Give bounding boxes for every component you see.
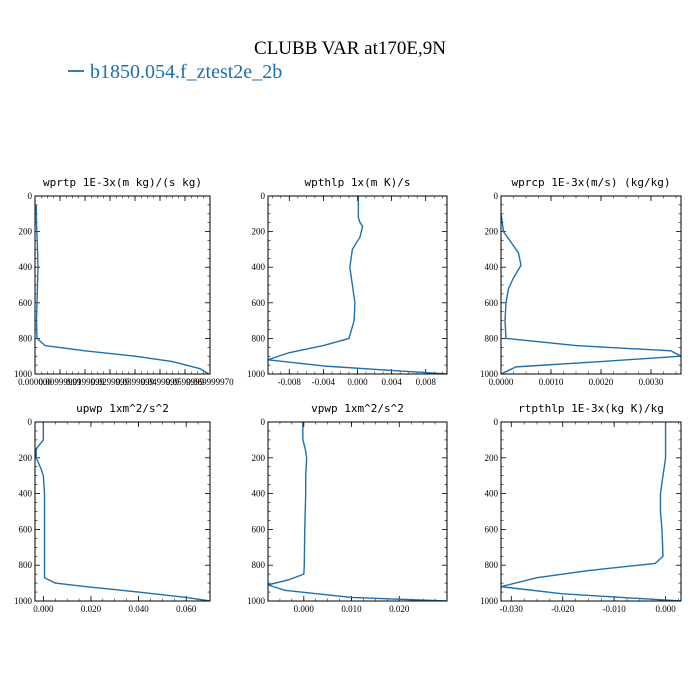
panel-frame (500, 421, 682, 602)
x-tick-label: 0.00999999 (39, 377, 82, 387)
x-tick-label: 0.000000 (18, 377, 52, 387)
series-line-1 (268, 196, 447, 374)
y-tick-label: 1000 (247, 596, 266, 606)
x-tick-label: 0.008 (416, 377, 437, 387)
x-tick-label: 0.020 (81, 604, 102, 614)
y-tick-label: 800 (19, 560, 33, 570)
y-tick-label: 600 (19, 524, 33, 534)
y-tick-label: 400 (19, 489, 33, 499)
panel-title: rtpthlp 1E-3x(kg K)/kg (518, 402, 664, 415)
x-tick-label: 0.0399999 (116, 377, 155, 387)
x-tick-label: 0.010 (341, 604, 362, 614)
y-tick-label: 1000 (480, 369, 499, 379)
series-line-1 (268, 422, 447, 601)
panel-frame (267, 421, 448, 602)
y-tick-label: 200 (252, 227, 266, 237)
x-tick-label: 0.000 (655, 604, 676, 614)
y-tick-label: 200 (19, 453, 33, 463)
x-tick-label: 0.000 (294, 604, 315, 614)
y-tick-label: 0 (28, 191, 33, 201)
x-tick-label: 0.000 (33, 604, 54, 614)
x-tick-label: -0.004 (312, 377, 336, 387)
x-tick-label: -0.030 (500, 604, 524, 614)
y-tick-label: 0 (494, 417, 499, 427)
panel-title: upwp 1xm^2/s^2 (76, 402, 169, 415)
x-tick-label: 0.040 (128, 604, 149, 614)
y-tick-label: 600 (252, 298, 266, 308)
x-tick-label: 0.0010 (539, 377, 564, 387)
y-tick-label: 400 (252, 262, 266, 272)
y-tick-label: 200 (252, 453, 266, 463)
panel-5: vpwp 1xm^2/s^2 0 200 400 600 800 1000 0.000 0.01… (247, 402, 448, 614)
y-tick-label: 600 (485, 298, 499, 308)
panels-group: wprtp 1E-3x(m kg)/(s kg) 0 200 400 600 800 100… (14, 176, 682, 614)
series-line-1 (35, 422, 210, 601)
y-tick-label: 800 (485, 560, 499, 570)
legend-label: b1850.054.f_ztest2e_2b (90, 61, 282, 83)
y-tick-label: 0 (261, 417, 266, 427)
x-tick-label: 0.004 (381, 377, 402, 387)
panel-title: wpthlp 1x(m K)/s (305, 176, 411, 189)
x-tick-label: -0.010 (603, 604, 627, 614)
x-tick-label: 0.060 (176, 604, 197, 614)
panel-title: vpwp 1xm^2/s^2 (311, 402, 404, 415)
x-tick-label: 0.0299999 (91, 377, 130, 387)
series-line-1 (35, 204, 210, 374)
x-tick-label: 0.0030 (639, 377, 664, 387)
y-tick-label: 1000 (480, 596, 499, 606)
y-tick-label: 400 (485, 489, 499, 499)
panel-title: wprtp 1E-3x(m kg)/(s kg) (43, 176, 202, 189)
y-tick-label: 0 (261, 191, 266, 201)
x-tick-label: 0.020 (389, 604, 410, 614)
panel-6: rtpthlp 1E-3x(kg K)/kg02004006008001000-… (480, 402, 682, 614)
x-tick-label: 0.0499999 (141, 377, 180, 387)
y-tick-label: 200 (485, 453, 499, 463)
y-tick-label: 800 (252, 333, 266, 343)
y-tick-label: 1000 (14, 369, 33, 379)
y-tick-label: 800 (252, 560, 266, 570)
x-tick-label: -0.020 (551, 604, 575, 614)
x-tick-label: 0.000 (347, 377, 368, 387)
y-tick-label: 0 (494, 191, 499, 201)
y-tick-label: 600 (485, 524, 499, 534)
y-tick-label: 800 (19, 333, 33, 343)
y-tick-label: 400 (485, 262, 499, 272)
x-tick-label: 0.0599999 (166, 377, 205, 387)
panel-3: wprcp 1E-3x(m/s) (kg/kg) 0 200 400 600 800 100… (480, 176, 682, 387)
x-tick-label: 0.069999970 (186, 377, 234, 387)
y-tick-label: 400 (19, 262, 33, 272)
panel-frame (34, 195, 211, 375)
x-tick-label: -0.008 (278, 377, 302, 387)
series-line-1 (501, 213, 681, 374)
panel-frame (500, 195, 682, 375)
panel-title: wprcp 1E-3x(m/s) (kg/kg) (512, 176, 671, 189)
panel-1: wprtp 1E-3x(m kg)/(s kg) 0 200 400 600 800 100… (14, 176, 234, 387)
y-tick-label: 800 (485, 333, 499, 343)
y-tick-label: 400 (252, 489, 266, 499)
figure-title: CLUBB VAR at170E,9N (254, 38, 446, 59)
x-tick-label: 0.0020 (589, 377, 614, 387)
y-tick-label: 1000 (14, 596, 33, 606)
y-tick-label: 600 (19, 298, 33, 308)
x-tick-label: 0.0199999 (66, 377, 105, 387)
panel-2: wpthlp 1x(m K)/s 0 200 400 600 800 1000 -0.008-… (247, 176, 448, 387)
panel-frame (267, 195, 448, 375)
y-tick-label: 0 (28, 417, 33, 427)
y-tick-label: 600 (252, 524, 266, 534)
y-tick-label: 200 (19, 227, 33, 237)
series-line-1 (501, 422, 681, 601)
y-tick-label: 200 (485, 227, 499, 237)
panel-frame (34, 421, 211, 602)
x-tick-label: 0.0000 (489, 377, 514, 387)
y-tick-label: 1000 (247, 369, 266, 379)
